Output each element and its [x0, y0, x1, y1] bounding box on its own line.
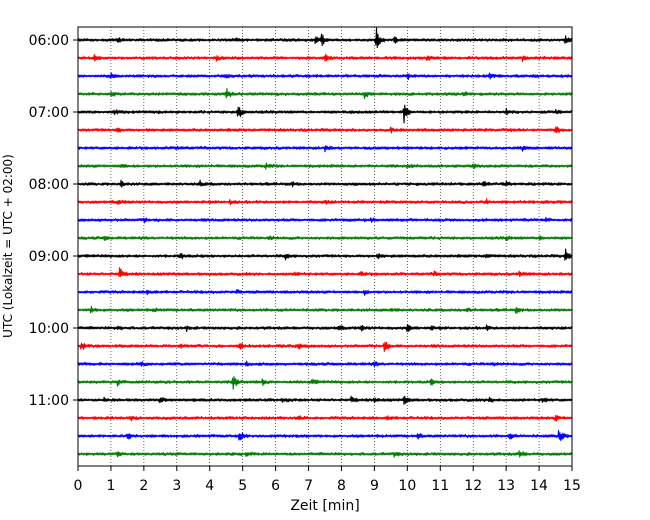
x-tick-label: 8: [337, 478, 346, 494]
seismic-trace: [77, 289, 573, 296]
seismic-trace: [77, 450, 573, 458]
x-tick-label: 9: [370, 478, 379, 494]
x-axis-ticks: 0 1 2 3 4 5 6 7 8 9 10 11 12 13 14 15: [74, 466, 581, 494]
x-tick-label: 4: [205, 478, 214, 494]
x-tick-label: 15: [563, 478, 581, 494]
x-tick-label: 11: [431, 478, 449, 494]
y-tick-label: 06:00: [29, 33, 69, 49]
y-tick-label: 10:00: [29, 321, 69, 337]
seismic-trace: [77, 216, 573, 224]
seismic-trace: [77, 305, 573, 314]
seismic-trace: [77, 323, 573, 333]
seismic-trace: [77, 145, 573, 153]
seismic-trace: [77, 395, 573, 405]
x-tick-label: 12: [464, 478, 482, 494]
seismic-trace: [77, 414, 573, 422]
seismic-trace: [77, 341, 573, 352]
y-axis-label: UTC (Lokalzeit = UTC + 02:00): [1, 154, 15, 338]
x-tick-label: 3: [172, 478, 181, 494]
x-tick-label: 1: [106, 478, 115, 494]
seismic-trace: [77, 198, 573, 206]
x-tick-label: 0: [74, 478, 83, 494]
seismic-trace: [77, 27, 573, 49]
plot-frame: [77, 26, 573, 467]
x-tick-label: 2: [139, 478, 148, 494]
seismic-trace: [77, 72, 573, 81]
seismic-trace: [77, 53, 573, 63]
grid-lines: [110, 27, 540, 466]
seismic-trace: [77, 360, 573, 368]
seismic-trace: [77, 376, 573, 390]
seismic-trace: [77, 429, 573, 441]
seismic-trace: [77, 87, 573, 100]
seismic-trace: [77, 267, 573, 278]
seismic-trace: [77, 248, 573, 261]
x-tick-label: 5: [238, 478, 247, 494]
x-tick-label: 10: [398, 478, 416, 494]
y-axis-ticks: 06:00 07:00 08:00 09:00 10:00 11:00: [29, 33, 78, 409]
x-axis-label: Zeit [min]: [290, 498, 359, 514]
seismic-trace: [77, 162, 573, 170]
y-tick-label: 08:00: [29, 177, 69, 193]
seismic-trace: [77, 126, 573, 134]
seismic-trace: [77, 104, 573, 124]
traces: [77, 27, 573, 458]
seismic-trace: [77, 179, 573, 188]
y-tick-label: 11:00: [29, 393, 69, 409]
seismic-trace: [77, 235, 573, 242]
x-tick-label: 6: [271, 478, 280, 494]
x-tick-label: 7: [304, 478, 313, 494]
x-tick-label: 14: [530, 478, 548, 494]
y-tick-label: 09:00: [29, 249, 69, 265]
x-tick-label: 13: [497, 478, 515, 494]
y-tick-label: 07:00: [29, 105, 69, 121]
